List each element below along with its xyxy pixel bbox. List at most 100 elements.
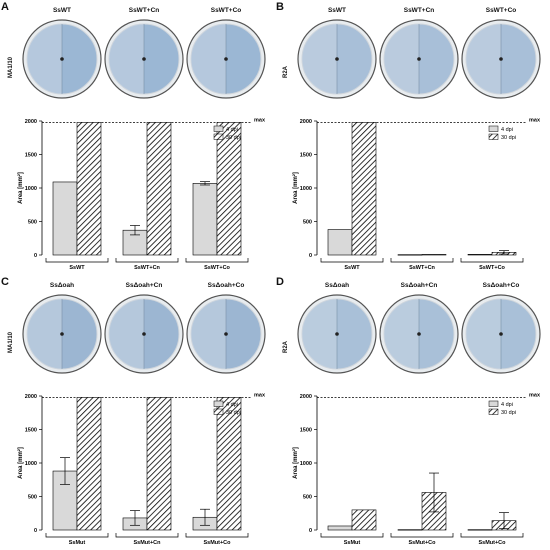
y-tick-label: 1500 [300, 428, 312, 434]
legend: 4 dpi 30 dpi [488, 400, 516, 416]
plate-title: SsWT+Co [210, 7, 242, 14]
legend-swatch [213, 125, 224, 132]
x-tick-label: SsWT+Cn [134, 265, 160, 271]
y-axis-label: Area [mm²] [292, 447, 299, 479]
panel-graphics: 0 500 1000 1500 2000 Area [mm²] max SsMut SsMut+… [292, 294, 541, 546]
petri-dish-image [379, 294, 459, 374]
y-tick-label: 1000 [25, 461, 37, 467]
bar-chart: 0 500 1000 1500 2000 Area [mm²] max SsWT SsWT+Cn… [17, 117, 266, 271]
petri-dish-image [22, 294, 102, 374]
plate-title: SsΔoah [324, 282, 350, 289]
legend: 4 dpi 30 dpi [213, 400, 241, 416]
legend-label: 30 dpi [501, 410, 516, 416]
panel-letter: C [1, 276, 9, 288]
y-tick-label: 1500 [25, 428, 37, 434]
petri-dish-image [104, 294, 184, 374]
y-tick-label: 2000 [300, 119, 312, 125]
y-tick-label: 1000 [300, 186, 312, 192]
legend-swatch [213, 133, 224, 140]
panel-letter: B [276, 1, 284, 13]
panel-graphics: 0 500 1000 1500 2000 Area [mm²] max SsWT SsWT+Cn… [292, 19, 541, 271]
x-tick-label: SsWT [344, 265, 360, 271]
y-tick-label: 1500 [25, 153, 37, 159]
panel-d: D R2A SsΔoah SsΔoah+Cn SsΔoah+Co 0 500 1000 1500… [275, 275, 547, 547]
legend-swatch [488, 400, 499, 407]
x-tick-label: SsWT+Co [479, 265, 505, 271]
bar-chart: 0 500 1000 1500 2000 Area [mm²] max SsMut SsMut+… [17, 392, 266, 546]
legend: 4 dpi 30 dpi [488, 125, 516, 141]
panel-graphics: 0 500 1000 1500 2000 Area [mm²] max SsMut SsMut+… [17, 294, 266, 546]
panel-letter: D [276, 276, 284, 288]
bar [397, 529, 423, 531]
category-bracket [460, 533, 524, 538]
category-bracket [115, 258, 179, 263]
legend-swatch [488, 408, 499, 415]
legend-label: 30 dpi [226, 410, 241, 416]
plate-title: SsWT+Cn [128, 7, 160, 14]
x-tick-label: SsWT+Cn [409, 265, 435, 271]
max-label: max [529, 392, 541, 398]
y-tick-label: 1000 [25, 186, 37, 192]
plate-title: SsΔoah [49, 282, 75, 289]
panel-c: C MA1/10 SsΔoah SsΔoah+Cn SsΔoah+Co 0 500 1000 1… [0, 275, 272, 547]
panel-letter: A [1, 1, 9, 13]
panel-b: B R2A SsWT SsWT+Cn SsWT+Co 0 500 1000 1500 2000 Ar… [275, 0, 547, 272]
y-tick-label: 2000 [300, 394, 312, 400]
y-tick-label: 1500 [300, 153, 312, 159]
bar [192, 183, 218, 256]
legend: 4 dpi 30 dpi [213, 125, 241, 141]
category-bracket [45, 258, 109, 263]
bar [76, 397, 102, 531]
y-tick-label: 0 [34, 253, 37, 259]
plate-title: SsΔoah+Cn [400, 282, 438, 289]
bar [327, 229, 353, 256]
y-tick-label: 500 [303, 495, 312, 501]
y-tick-label: 0 [309, 528, 312, 534]
y-axis-label: Area [mm²] [17, 172, 24, 204]
bar [351, 122, 377, 256]
legend-swatch [488, 125, 499, 132]
y-tick-label: 0 [309, 253, 312, 259]
x-tick-label: SsMut+Cn [133, 540, 161, 546]
bar [421, 254, 447, 256]
petri-dish-image [186, 19, 266, 99]
bar [216, 397, 242, 531]
legend-label: 30 dpi [501, 135, 516, 141]
legend-swatch [213, 408, 224, 415]
petri-dish-image [104, 19, 184, 99]
plate-title: SsΔoah+Cn [125, 282, 163, 289]
error-bar [130, 510, 140, 526]
category-bracket [460, 258, 524, 263]
x-tick-label: SsMut+Co [408, 540, 436, 546]
petri-dish-image [461, 19, 541, 99]
panel-graphics: 0 500 1000 1500 2000 Area [mm²] max SsWT SsWT+Cn… [17, 19, 266, 271]
category-bracket [45, 533, 109, 538]
x-tick-label: SsWT [69, 265, 85, 271]
plate-title: SsΔoah+Co [207, 282, 245, 289]
category-bracket [320, 533, 384, 538]
category-bracket [115, 533, 179, 538]
category-bracket [320, 258, 384, 263]
error-bar [200, 181, 210, 186]
error-bar [429, 472, 439, 513]
legend-label: 4 dpi [501, 127, 513, 133]
y-tick-label: 500 [28, 220, 37, 226]
y-tick-label: 0 [34, 528, 37, 534]
bar [467, 529, 493, 531]
x-tick-label: SsMut [344, 540, 361, 546]
bar [351, 509, 377, 531]
error-bar [499, 512, 509, 530]
panel-a: A MA1/10 SsWT SsWT+Cn SsWT+Co 0 500 1000 1500 200… [0, 0, 272, 272]
plate-title: SsWT [327, 7, 347, 14]
x-tick-label: SsMut [69, 540, 86, 546]
bar [327, 525, 353, 531]
legend-swatch [488, 133, 499, 140]
category-bracket [185, 533, 249, 538]
category-bracket [185, 258, 249, 263]
bar [397, 254, 423, 256]
y-axis-label: Area [mm²] [292, 172, 299, 204]
x-tick-label: SsWT+Co [204, 265, 230, 271]
y-tick-label: 1000 [300, 461, 312, 467]
petri-dish-image [297, 19, 377, 99]
max-label: max [529, 117, 541, 123]
